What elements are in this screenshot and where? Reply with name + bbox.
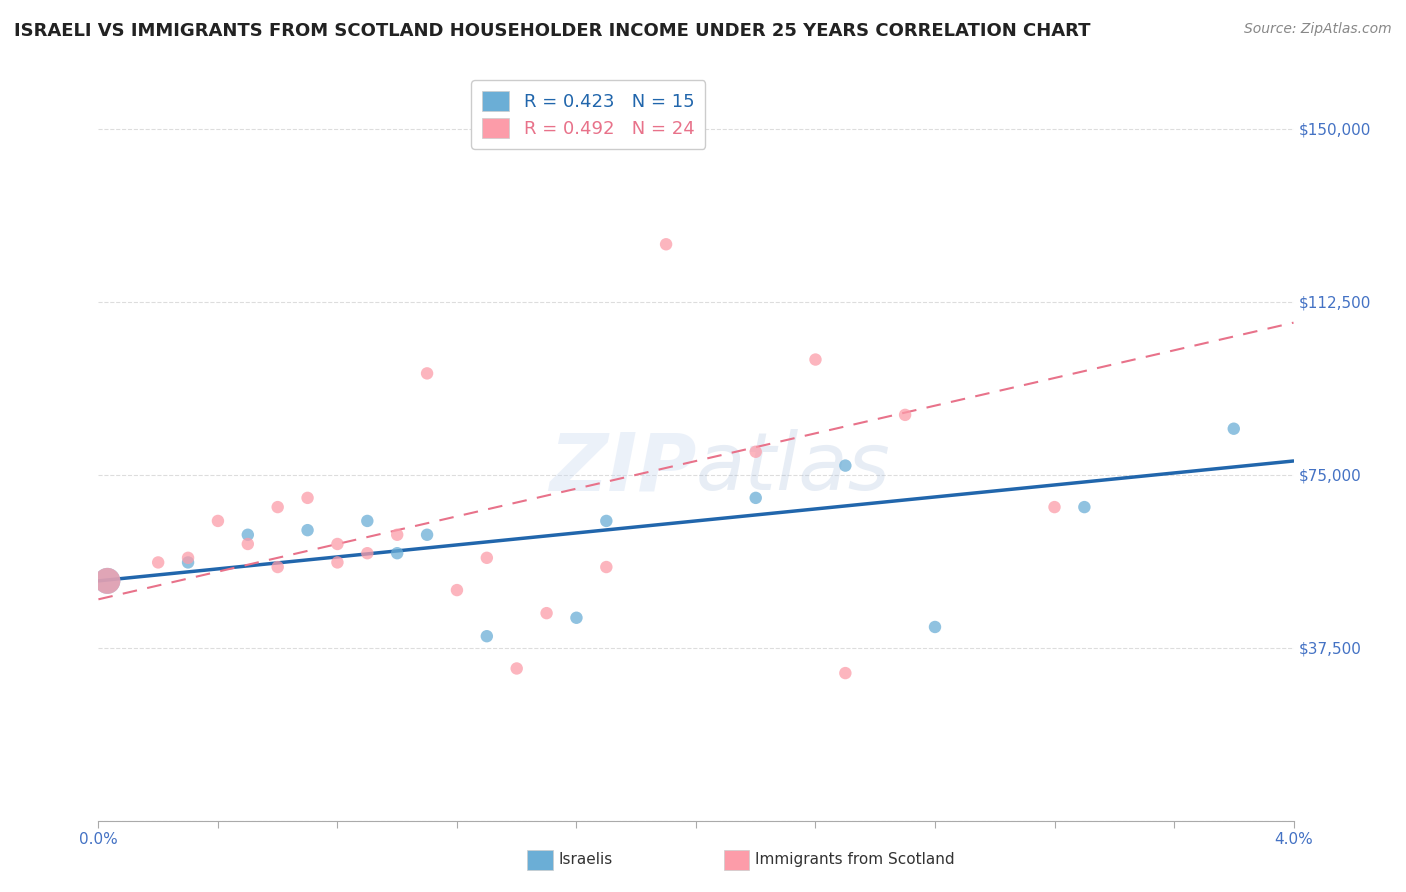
- Text: Israelis: Israelis: [558, 852, 613, 867]
- Text: atlas: atlas: [696, 429, 891, 508]
- Point: [595, 514, 617, 528]
- Point: [506, 661, 529, 675]
- Text: ISRAELI VS IMMIGRANTS FROM SCOTLAND HOUSEHOLDER INCOME UNDER 25 YEARS CORRELATIO: ISRAELI VS IMMIGRANTS FROM SCOTLAND HOUS…: [14, 22, 1091, 40]
- Point: [385, 546, 409, 560]
- Point: [446, 583, 468, 598]
- Text: Immigrants from Scotland: Immigrants from Scotland: [755, 852, 955, 867]
- Point: [1223, 422, 1246, 436]
- Point: [177, 550, 200, 565]
- Point: [1073, 500, 1095, 514]
- Point: [326, 556, 349, 570]
- Point: [356, 514, 378, 528]
- Point: [595, 560, 617, 574]
- Point: [475, 550, 498, 565]
- Point: [834, 458, 856, 473]
- Point: [804, 352, 827, 367]
- Point: [924, 620, 946, 634]
- Point: [416, 367, 439, 381]
- Point: [96, 574, 118, 588]
- Point: [565, 611, 588, 625]
- Point: [745, 444, 768, 458]
- Point: [655, 237, 678, 252]
- Point: [236, 537, 259, 551]
- Point: [267, 560, 290, 574]
- Point: [148, 556, 170, 570]
- Point: [385, 528, 409, 542]
- Text: Source: ZipAtlas.com: Source: ZipAtlas.com: [1244, 22, 1392, 37]
- Legend: R = 0.423   N = 15, R = 0.492   N = 24: R = 0.423 N = 15, R = 0.492 N = 24: [471, 80, 706, 149]
- Point: [475, 629, 498, 643]
- Point: [1043, 500, 1066, 514]
- Point: [356, 546, 378, 560]
- Point: [177, 556, 200, 570]
- Point: [745, 491, 768, 505]
- Point: [536, 606, 558, 620]
- Point: [326, 537, 349, 551]
- Point: [267, 500, 290, 514]
- Point: [834, 666, 856, 681]
- Point: [416, 528, 439, 542]
- Point: [297, 523, 319, 537]
- Point: [297, 491, 319, 505]
- Point: [96, 574, 118, 588]
- Point: [894, 408, 917, 422]
- Point: [236, 528, 259, 542]
- Text: ZIP: ZIP: [548, 429, 696, 508]
- Point: [207, 514, 229, 528]
